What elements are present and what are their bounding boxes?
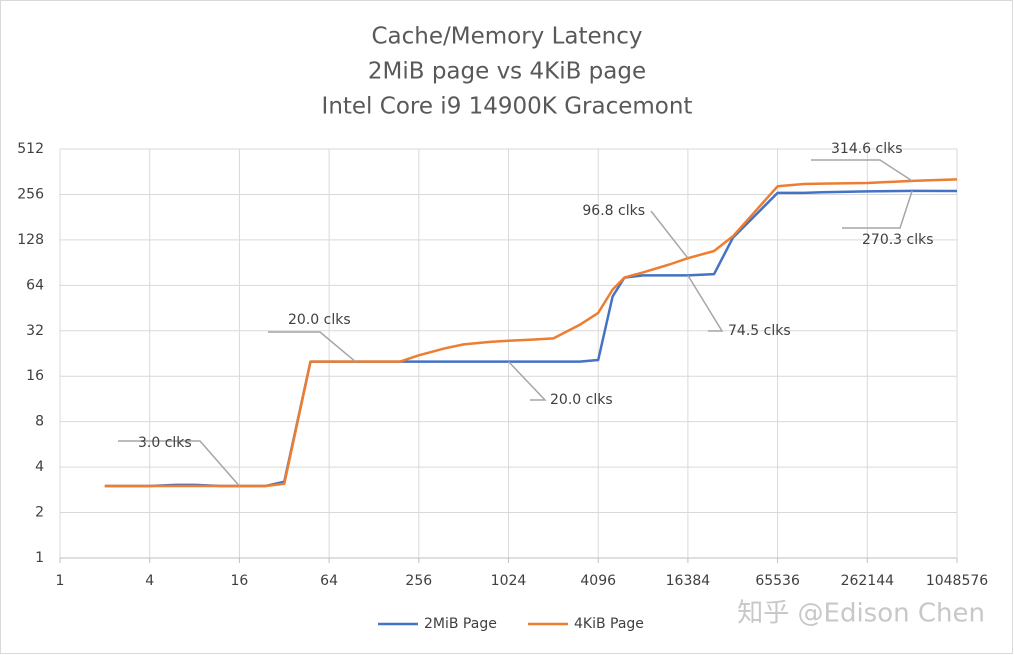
- annotation-leader: [842, 190, 913, 229]
- annotation: 3.0 clks: [138, 435, 192, 451]
- x-tick-label: 262144: [841, 573, 895, 589]
- y-tick-label: 2: [35, 505, 44, 521]
- x-tick-label: 16384: [666, 573, 711, 589]
- chart-title: Cache/Memory Latency: [371, 24, 642, 50]
- y-tick-label: 512: [17, 141, 44, 157]
- annotation-leader: [811, 159, 913, 182]
- y-tick-label: 1: [35, 550, 44, 566]
- chart-subtitle: Intel Core i9 14900K Gracemont: [322, 94, 693, 120]
- annotation-leader: [687, 274, 724, 332]
- y-tick-label: 128: [17, 232, 44, 248]
- annotation: 96.8 clks: [582, 203, 645, 219]
- y-tick-label: 8: [35, 414, 44, 430]
- x-tick-label: 64: [320, 573, 338, 589]
- x-tick-label: 65536: [755, 573, 800, 589]
- x-tick-label: 4096: [580, 573, 616, 589]
- watermark: 知乎 @Edison Chen: [737, 599, 985, 629]
- y-tick-label: 16: [26, 368, 44, 384]
- annotation: 20.0 clks: [550, 392, 613, 408]
- x-tick-label: 256: [405, 573, 432, 589]
- chart-subtitle: 2MiB page vs 4KiB page: [368, 59, 646, 85]
- annotation: 20.0 clks: [288, 312, 351, 328]
- x-tick-label: 1024: [491, 573, 527, 589]
- x-tick-label: 16: [230, 573, 248, 589]
- x-tick-label: 1048576: [926, 573, 988, 589]
- series-line: [104, 178, 958, 488]
- annotation-leader: [507, 361, 547, 401]
- annotation: 74.5 clks: [728, 323, 791, 339]
- y-tick-label: 64: [26, 277, 44, 293]
- x-tick-label: 1: [56, 573, 65, 589]
- x-tick-label: 4: [145, 573, 154, 589]
- annotation-leader: [118, 440, 240, 487]
- y-tick-label: 256: [17, 186, 44, 202]
- annotation-leader: [268, 331, 356, 363]
- annotation: 270.3 clks: [862, 232, 934, 248]
- annotation-leader: [650, 210, 689, 259]
- legend-label: 4KiB Page: [574, 616, 644, 632]
- y-tick-label: 4: [35, 459, 44, 475]
- y-tick-label: 32: [26, 323, 44, 339]
- legend-label: 2MiB Page: [424, 616, 497, 632]
- annotation: 314.6 clks: [831, 141, 903, 157]
